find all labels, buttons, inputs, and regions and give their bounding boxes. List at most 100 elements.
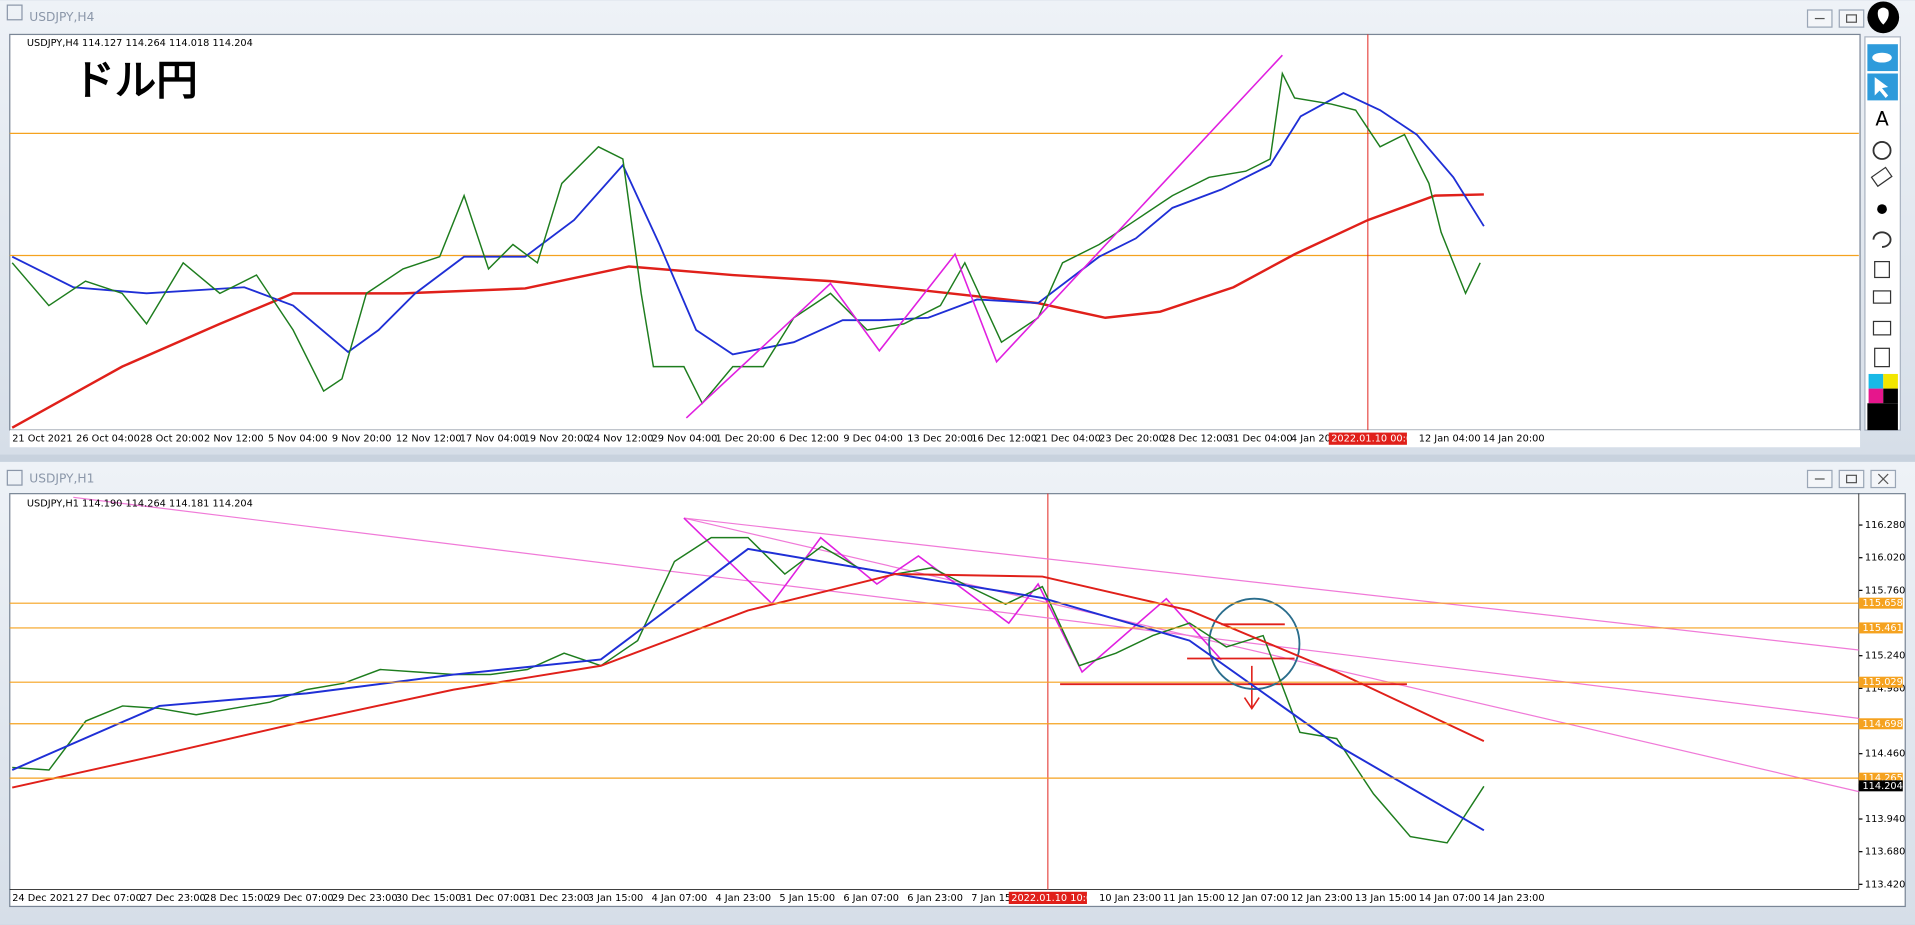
color-swatch [1867, 403, 1898, 431]
time-label: 31 Dec 04:00 [1227, 434, 1293, 445]
trend-line [685, 54, 1283, 419]
y-tick-label: 114.980 [1865, 683, 1905, 694]
color-magenta[interactable] [1868, 388, 1884, 404]
tool-cursor-icon [1874, 77, 1889, 98]
price-line [11, 547, 1485, 832]
chart-info: USDJPY,H1 114.190 114.264 114.181 114.20… [27, 498, 253, 509]
y-tick-label: 115.760 [1865, 585, 1905, 596]
time-label: 28 Dec 15:00 [204, 893, 270, 904]
maximize-button[interactable] [1838, 469, 1865, 489]
time-label: 19 Nov 20:00 [524, 434, 590, 445]
time-label: 31 Dec 07:00 [460, 893, 526, 904]
maximize-button[interactable] [1838, 9, 1865, 28]
time-label: 11 Jan 15:00 [1163, 893, 1225, 904]
level-label: 114.698 [1862, 719, 1902, 730]
color-cyan[interactable] [1868, 373, 1884, 389]
window-icon [6, 469, 23, 486]
y-tick-label: 113.680 [1865, 847, 1905, 858]
toolbar [1864, 36, 1901, 431]
time-label: 28 Oct 20:00 [140, 434, 204, 445]
time-label: 17 Nov 04:00 [460, 434, 526, 445]
tool-camera[interactable] [1872, 320, 1892, 336]
window-title: USDJPY,H1 [29, 471, 94, 485]
tool-eye-icon [1872, 52, 1892, 63]
level-label-bg [1858, 718, 1903, 730]
window-icon [6, 4, 23, 21]
time-label: 12 Jan 07:00 [1227, 893, 1289, 904]
time-label: 6 Jan 23:00 [907, 893, 963, 904]
time-label: 31 Dec 23:00 [524, 893, 590, 904]
cursor-time: 2022.01.10 00:00 [1331, 434, 1418, 445]
tool-circle[interactable] [1872, 140, 1892, 160]
y-tick-label: 113.940 [1865, 814, 1905, 825]
time-label: 5 Nov 04:00 [268, 434, 328, 445]
chart-info: USDJPY,H4 114.127 114.264 114.018 114.20… [27, 38, 253, 49]
close-icon [1877, 473, 1889, 485]
level-label-bg [1858, 622, 1903, 634]
price-path [11, 71, 1481, 405]
color-yellow[interactable] [1883, 373, 1898, 389]
chart-area [9, 493, 1906, 908]
time-label: 29 Dec 23:00 [332, 893, 398, 904]
time-label: 7 Jan 15 [971, 893, 1011, 904]
price-path [11, 92, 1485, 356]
y-tick-label: 116.020 [1865, 553, 1905, 564]
price-label: 114.204 [1862, 781, 1902, 792]
time-label: 12 Jan 04:00 [1419, 434, 1481, 445]
tool-delete[interactable] [1874, 260, 1890, 279]
tool-eraser[interactable] [1870, 166, 1893, 188]
tool-save[interactable] [1872, 290, 1892, 304]
level-label-bg [1858, 772, 1903, 784]
time-label: 21 Dec 04:00 [1035, 434, 1101, 445]
time-label: 6 Jan 07:00 [843, 893, 899, 904]
price-path [11, 193, 1484, 429]
color-black[interactable] [1883, 388, 1898, 404]
time-label: 16 Dec 12:00 [971, 434, 1037, 445]
time-label: 4 Jan 20 [1291, 434, 1331, 445]
time-label: 12 Jan 23:00 [1291, 893, 1353, 904]
time-label: 26 Oct 04:00 [76, 434, 140, 445]
tool-dot[interactable] [1877, 204, 1887, 214]
zigzag [683, 517, 1222, 674]
time-label: 5 Jan 15:00 [779, 893, 835, 904]
time-label: 29 Nov 04:00 [652, 434, 718, 445]
tool-undo[interactable] [1872, 231, 1892, 248]
cursor-time-bg [1008, 891, 1087, 905]
chart-area [9, 33, 1861, 431]
chart-label: ドル円 [73, 55, 198, 104]
level-label-bg [1858, 597, 1903, 609]
price-line [12, 536, 1485, 844]
time-label: 13 Jan 15:00 [1355, 893, 1417, 904]
time-label: 13 Dec 20:00 [907, 434, 973, 445]
level-label: 114.265 [1862, 773, 1902, 784]
level-label-bg [1858, 676, 1903, 688]
tool-text[interactable]: A [1875, 107, 1889, 130]
channel-line [73, 496, 1859, 719]
maximize-icon [1845, 474, 1857, 484]
y-tick-label: 115.240 [1865, 651, 1905, 662]
time-label: 4 Jan 23:00 [715, 893, 771, 904]
time-label: 12 Nov 12:00 [396, 434, 462, 445]
tool-clipboard[interactable] [1874, 347, 1890, 368]
highlight-circle [1208, 597, 1301, 690]
time-label: 14 Jan 20:00 [1483, 434, 1545, 445]
time-label: 10 Jan 23:00 [1099, 893, 1161, 904]
level-label: 115.658 [1862, 598, 1902, 609]
channel-line [683, 517, 1859, 793]
time-label: 27 Dec 07:00 [76, 893, 142, 904]
window-title: USDJPY,H4 [29, 10, 94, 24]
level-label: 115.029 [1862, 677, 1902, 688]
time-label: 28 Dec 12:00 [1163, 434, 1229, 445]
time-label: 2 Nov 12:00 [204, 434, 264, 445]
y-tick-label: 113.420 [1865, 879, 1905, 890]
down-arrow [1243, 665, 1260, 711]
time-label: 30 Dec 15:00 [396, 893, 462, 904]
price-label-bg [1858, 780, 1903, 792]
time-label: 24 Dec 2021 [12, 893, 74, 904]
time-label: 14 Jan 07:00 [1419, 893, 1481, 904]
time-label: 23 Dec 20:00 [1099, 434, 1165, 445]
time-label: 3 Jan 15:00 [588, 893, 644, 904]
cursor-time-bg [1328, 432, 1407, 445]
cursor-time: 2022.01.10 10:00 [1011, 893, 1098, 904]
